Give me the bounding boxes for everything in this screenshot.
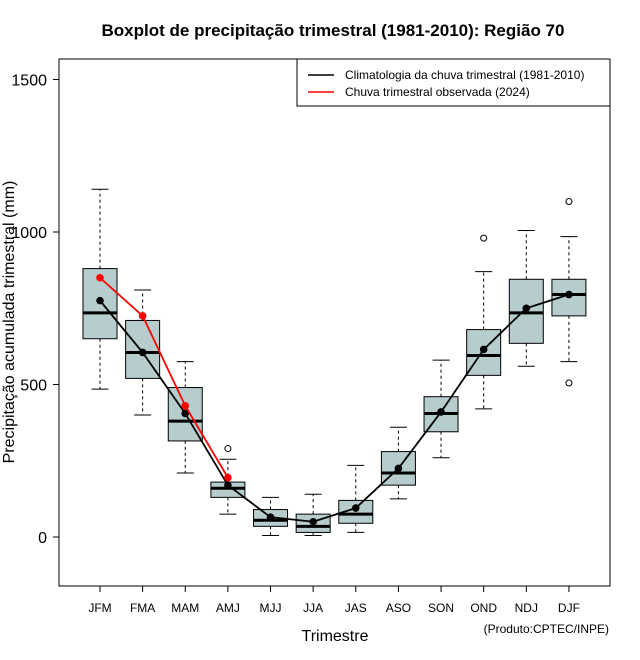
climatology-point xyxy=(224,481,232,489)
x-tick-label: ASO xyxy=(386,601,411,615)
climatology-point xyxy=(309,517,317,526)
box-OND xyxy=(466,234,502,410)
climatology-point xyxy=(522,304,531,313)
box-ASO xyxy=(380,426,416,500)
y-tick-label: 1500 xyxy=(11,73,47,90)
legend-label-climatology: Climatologia da chuva trimestral (1981-2… xyxy=(345,68,584,82)
climatology-point xyxy=(479,345,488,354)
x-tick-label: OND xyxy=(470,601,497,615)
x-axis: JFM FMA MAM AMJ MJJ JJA JAS ASO SON OND NDJ DJF xyxy=(88,586,580,615)
climatology-point xyxy=(96,296,104,305)
climatology-point xyxy=(266,513,275,521)
climatology-point xyxy=(138,348,147,357)
legend: Climatologia da chuva trimestral (1981-2… xyxy=(296,58,611,107)
legend-box xyxy=(296,58,611,107)
x-tick-label: MAM xyxy=(171,601,199,615)
box-NDJ xyxy=(508,229,544,367)
outlier-point xyxy=(480,234,488,242)
observed-point xyxy=(181,402,190,410)
box-MAM xyxy=(167,361,203,474)
observed-line xyxy=(99,277,229,478)
observed-point xyxy=(224,473,232,482)
outlier-point xyxy=(224,445,232,453)
box-JAS xyxy=(338,464,374,533)
climatology-line xyxy=(99,293,570,523)
outlier-point xyxy=(565,198,573,205)
y-tick-label: 500 xyxy=(20,378,47,395)
credit-text: (Produto:CPTEC/INPE) xyxy=(484,622,609,636)
observed-point xyxy=(96,273,104,282)
y-axis-label: Precipitação acumulada trimestral (mm) xyxy=(1,181,18,464)
climatology-point xyxy=(181,409,190,418)
y-tick-label: 0 xyxy=(38,530,47,547)
chart-title: Boxplot de precipitação trimestral (1981… xyxy=(102,21,565,40)
x-tick-label: SON xyxy=(428,601,454,615)
climatology-point xyxy=(437,408,445,416)
y-tick-label: 1000 xyxy=(11,225,47,242)
series-lines xyxy=(96,273,573,526)
legend-label-observed: Chuva trimestral observada (2024) xyxy=(345,85,530,99)
outlier-point xyxy=(565,379,573,387)
x-tick-label: AMJ xyxy=(216,601,240,615)
climatology-point xyxy=(565,290,573,299)
x-tick-label: MJJ xyxy=(260,601,282,615)
x-tick-label: DJF xyxy=(558,601,580,615)
climatology-point xyxy=(394,464,403,473)
x-tick-label: FMA xyxy=(130,601,155,615)
x-tick-label: JAS xyxy=(345,601,367,615)
x-tick-label: NDJ xyxy=(515,601,538,615)
boxes-group xyxy=(82,188,587,536)
x-axis-label: Trimestre xyxy=(302,628,369,645)
box-iqr xyxy=(338,499,374,524)
box-JJA xyxy=(295,493,331,536)
x-tick-label: JJA xyxy=(303,601,323,615)
climatology-point xyxy=(351,504,360,512)
x-tick-label: JFM xyxy=(88,601,111,615)
y-axis: 0 500 1000 1500 xyxy=(11,73,60,547)
observed-point xyxy=(138,312,147,320)
